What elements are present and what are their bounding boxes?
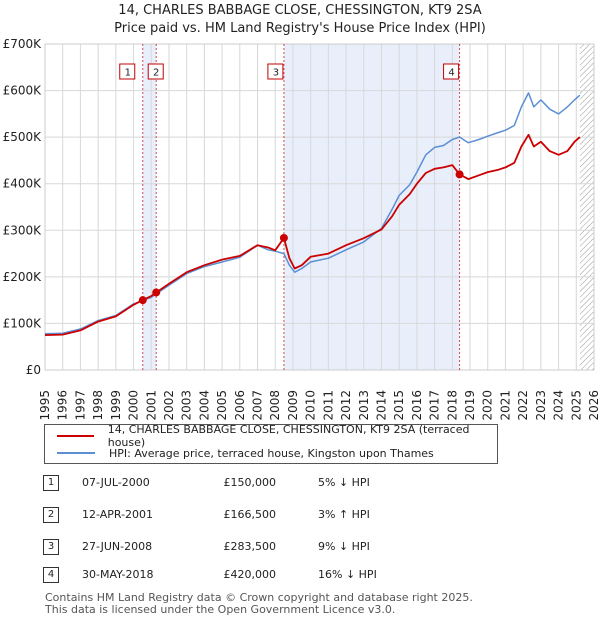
sale-label-text: 1 [125,68,131,79]
x-tick-label: 1998 [91,390,105,420]
sale-hpi-change: 16% ↓ HPI [318,568,377,581]
legend-swatch-price-paid [57,435,94,437]
x-tick-label: 2000 [127,390,141,420]
sale-number-badge: 2 [43,507,59,523]
sale-label-box: 3 [267,63,284,80]
sale-label-frame [267,63,284,80]
sale-hpi-change: 5% ↓ HPI [318,476,370,489]
x-tick-label: 1997 [73,390,87,420]
price-chart: £0 £100K £200K £300K £400K £500K £600K £700K 199… [3,37,600,420]
sale-date: 27-JUN-2008 [82,540,153,553]
future-hatch [579,44,594,370]
y-tick-label: £200K [3,270,43,284]
sale-price: £283,500 [223,540,277,553]
sale-label-box: 2 [147,63,164,80]
x-tick-label: 1999 [109,390,123,420]
sale-number-badge: 1 [43,475,59,491]
x-tick-label: 2006 [233,390,247,420]
sale-label-text: 3 [273,68,279,79]
x-tick-label: 2018 [445,390,459,420]
sale-row: 2 12-APR-2001 £166,500 3% ↑ HPI [0,507,600,527]
sale-point [279,233,288,242]
chart-title: 14, CHARLES BABBAGE CLOSE, CHESSINGTON, … [118,3,482,18]
x-tick-label: 2023 [534,390,548,420]
legend: 14, CHARLES BABBAGE CLOSE, CHESSINGTON, … [44,423,498,464]
footer-copyright: Contains HM Land Registry data © Crown c… [45,591,473,604]
sale-number-badge: 3 [43,539,59,555]
sale-price: £166,500 [223,508,277,521]
sale-label-frame [119,63,136,80]
legend-label-hpi: HPI: Average price, terraced house, King… [109,446,434,460]
sale-label-text: 4 [448,68,454,79]
x-tick-label: 2025 [569,390,583,420]
y-tick-label: £100K [3,316,43,330]
hpi-line [44,92,581,335]
shaded-period [283,44,460,370]
x-tick-label: 1996 [56,390,70,420]
sale-row: 1 07-JUL-2000 £150,000 5% ↓ HPI [0,475,600,495]
sale-row: 4 30-MAY-2018 £420,000 16% ↓ HPI [0,567,600,587]
y-tick-label: £300K [3,223,43,237]
x-tick-label: 1995 [38,390,52,420]
x-tick-label: 2022 [516,390,530,420]
x-tick-label: 2012 [339,390,353,420]
x-tick-label: 2003 [180,390,194,420]
sale-row: 3 27-JUN-2008 £283,500 9% ↓ HPI [0,539,600,559]
x-tick-label: 2005 [215,390,229,420]
sale-date: 12-APR-2001 [82,508,154,521]
x-tick-label: 2001 [144,390,158,420]
x-tick-label: 2014 [374,390,388,420]
x-tick-label: 2020 [481,390,495,420]
y-tick-label: £500K [3,130,43,144]
y-tick-label: £0 [26,363,41,377]
sale-price: £420,000 [223,568,277,581]
sale-label-frame [147,63,164,80]
sale-point [455,170,464,179]
plot-border [44,43,595,371]
sale-price: £150,000 [223,476,277,489]
y-tick-label: £400K [3,177,43,191]
sale-point [152,288,161,297]
x-tick-label: 2017 [428,390,442,420]
x-tick-label: 2008 [268,390,282,420]
x-tick-label: 2002 [162,390,176,420]
legend-item-price-paid: 14, CHARLES BABBAGE CLOSE, CHESSINGTON, … [45,423,497,449]
y-tick-label: £600K [3,84,43,98]
x-tick-label: 2007 [251,390,265,420]
sale-label-box: 4 [443,63,460,80]
x-tick-label: 2024 [552,390,566,420]
y-tick-label: £700K [3,37,43,51]
sale-number-badge: 4 [43,567,59,583]
sale-date: 30-MAY-2018 [82,568,154,581]
legend-item-hpi: HPI: Average price, terraced house, King… [45,445,434,461]
x-tick-label: 2013 [357,390,371,420]
x-tick-label: 2021 [498,390,512,420]
x-tick-label: 2026 [587,390,600,420]
sale-label-text: 2 [153,68,159,79]
sale-date: 07-JUL-2000 [82,476,150,489]
x-tick-label: 2015 [392,390,406,420]
chart-subtitle: Price paid vs. HM Land Registry's House … [114,21,486,36]
x-tick-label: 2009 [286,390,300,420]
legend-swatch-hpi [57,452,95,454]
x-tick-label: 2011 [321,390,335,420]
sale-hpi-change: 9% ↓ HPI [318,540,370,553]
legend-label-price-paid: 14, CHARLES BABBAGE CLOSE, CHESSINGTON, … [107,423,470,449]
sale-label-box: 1 [119,63,136,80]
x-tick-label: 2016 [410,390,424,420]
sale-label-frame [443,63,460,80]
sale-hpi-change: 3% ↑ HPI [318,508,370,521]
x-tick-label: 2019 [463,390,477,420]
x-tick-label: 2004 [197,390,211,420]
footer-licence: This data is licensed under the Open Gov… [45,603,396,616]
shaded-period [142,44,157,370]
x-tick-label: 2010 [304,390,318,420]
sale-point [138,296,147,305]
